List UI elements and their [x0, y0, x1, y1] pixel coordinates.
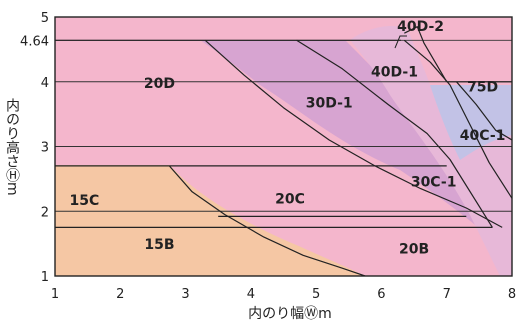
- x-tick-5: 6: [377, 287, 385, 302]
- region-label-8: 40C-1: [460, 128, 506, 144]
- x-tick-4: 5: [312, 287, 320, 302]
- region-30-fill: [200, 40, 500, 233]
- y-tick-3: 4: [41, 76, 49, 91]
- region-label-1: 15B: [144, 237, 174, 253]
- region-labels: 15C 15B 20D 20C 20B 30D-1 30C-1 40D-1 40C-1 75D 40…: [69, 19, 505, 257]
- y-tick-labels: 1 2 3 4 4.64 5: [20, 11, 49, 285]
- region-label-2: 20D: [144, 76, 175, 92]
- region-label-4: 20B: [399, 241, 429, 257]
- y-axis-title: 内のり高さⒽm: [4, 98, 20, 196]
- region-label-0: 15C: [69, 193, 99, 209]
- boundary-curve-15: [168, 165, 366, 276]
- y-tick-1: 2: [41, 205, 49, 220]
- y-tick-2: 3: [41, 141, 49, 156]
- y-tick-4: 4.64: [20, 34, 49, 49]
- region-label-7: 40D-1: [371, 65, 418, 81]
- boundary-curve-40: [403, 39, 512, 199]
- plot-frame: [54, 16, 513, 277]
- y-tick-0: 1: [41, 270, 49, 285]
- x-tick-3: 4: [247, 287, 255, 302]
- boundary-lines: [55, 26, 512, 276]
- boundary-curve-30: [296, 39, 493, 228]
- x-axis-title: 内のり幅Ⓦm: [248, 306, 332, 322]
- region-label-5: 30D-1: [306, 96, 353, 112]
- x-tick-labels: 1 2 3 4 5 6 7 8: [51, 287, 516, 302]
- x-tick-0: 1: [51, 287, 59, 302]
- region-label-9: 75D: [467, 79, 498, 95]
- x-tick-2: 3: [181, 287, 189, 302]
- y-tick-5: 5: [41, 11, 49, 26]
- x-tick-6: 7: [443, 287, 451, 302]
- boundary-curve-20: [204, 39, 503, 228]
- x-tick-1: 2: [116, 287, 124, 302]
- region-label-3: 20C: [275, 191, 305, 207]
- callout-leader: [394, 35, 407, 49]
- region-label-6: 30C-1: [411, 175, 457, 191]
- boundary-curve-75: [456, 81, 512, 141]
- region-label-10: 40D-2: [397, 19, 444, 35]
- region-75-fill: [430, 85, 512, 160]
- x-tick-7: 8: [508, 287, 516, 302]
- boundary-curve-40D2: [404, 26, 448, 83]
